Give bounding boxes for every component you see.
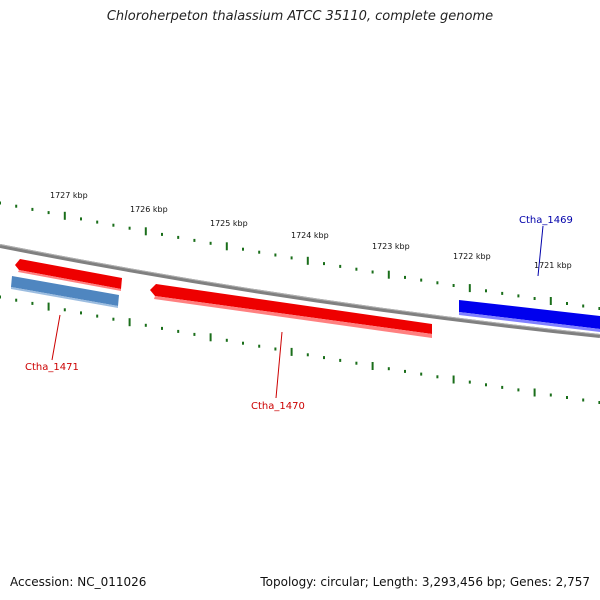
genome-summary-text: Topology: circular; Length: 3,293,456 bp… bbox=[260, 575, 590, 589]
gene-ctha-1471-red[interactable] bbox=[15, 259, 122, 291]
scale-label: 1726 kbp bbox=[130, 205, 168, 214]
leader-line-ctha-1469 bbox=[537, 225, 544, 277]
genome-backbone bbox=[0, 244, 600, 338]
scale-label: 1721 kbp bbox=[534, 261, 572, 270]
map-title: Chloroherpeton thalassium ATCC 35110, co… bbox=[106, 9, 494, 24]
gene-ctha-1470[interactable] bbox=[150, 284, 432, 338]
gene-label-ctha-1471[interactable]: Ctha_1471 bbox=[25, 362, 79, 373]
gene-label-ctha-1470[interactable]: Ctha_1470 bbox=[251, 401, 305, 412]
gene-ctha-1469[interactable] bbox=[459, 300, 600, 332]
genome-backbone-highlight bbox=[0, 244, 600, 335]
scale-label: 1727 kbp bbox=[50, 191, 88, 200]
outer-tick-row bbox=[0, 201, 600, 310]
scale-label: 1723 kbp bbox=[372, 242, 410, 251]
leader-line-ctha-1470 bbox=[275, 331, 283, 399]
gene-ctha-1471-blue[interactable] bbox=[11, 276, 119, 308]
scale-label: 1725 kbp bbox=[210, 219, 248, 228]
gene-label-ctha-1469[interactable]: Ctha_1469 bbox=[519, 215, 573, 226]
leader-line-ctha-1471 bbox=[51, 314, 61, 361]
inner-tick-row bbox=[0, 295, 600, 404]
scale-label: 1724 kbp bbox=[291, 231, 329, 240]
scale-label: 1722 kbp bbox=[453, 252, 491, 261]
accession-text: Accession: NC_011026 bbox=[10, 575, 147, 589]
